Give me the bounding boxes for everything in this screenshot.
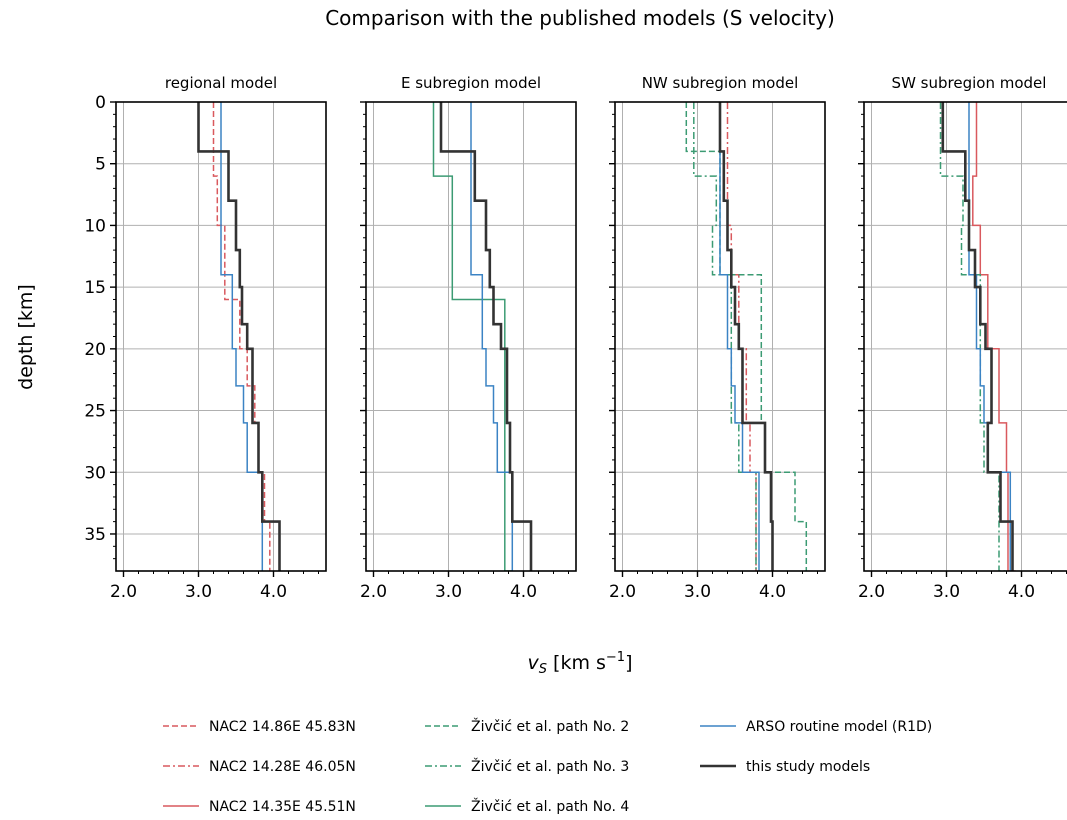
legend-item-arso: ARSO routine model (R1D) [700, 719, 932, 735]
x-tick-label: 3.0 [185, 582, 212, 602]
x-tick-label: 3.0 [435, 582, 462, 602]
x-axis-label-close: ] [625, 652, 632, 674]
x-axis-label: vS [km s−1] [527, 650, 632, 677]
legend-item-this: this study models [700, 759, 870, 775]
series-nac3 [972, 102, 1016, 571]
series-arso [719, 102, 760, 571]
panel-title: NW subregion model [642, 74, 799, 92]
x-axis-label-var: v [527, 652, 539, 674]
series-nac1 [212, 102, 271, 571]
x-tick-label: 2.0 [609, 582, 636, 602]
y-tick-label: 25 [84, 402, 106, 422]
x-axis-label-sub: S [539, 662, 547, 677]
legend: NAC2 14.86E 45.83N NAC2 14.28E 46.05N NAC2… [163, 717, 932, 815]
y-tick-label: 35 [84, 525, 106, 545]
series-this [439, 102, 533, 571]
x-tick-label: 4.0 [1008, 582, 1035, 602]
x-axis-label-exp: −1 [606, 650, 625, 665]
y-tick-label: 30 [84, 463, 106, 483]
y-tick-label: 20 [84, 340, 106, 360]
series-this [941, 102, 1014, 571]
series-nac2 [726, 102, 757, 571]
legend-label: this study models [746, 759, 870, 775]
x-tick-label: 2.0 [360, 582, 387, 602]
x-tick-label: 4.0 [510, 582, 537, 602]
y-tick-label: 15 [84, 278, 106, 298]
series-ziv3 [939, 102, 1007, 571]
legend-label: ARSO routine model (R1D) [746, 719, 932, 735]
legend-item-ziv3: Živčić et al. path No. 3 [425, 757, 629, 775]
chart-title: Comparison with the published models (S … [325, 6, 835, 30]
legend-label: NAC2 14.35E 45.51N [209, 799, 356, 815]
panel-3: 2.0 3.0 4.0 NW subregion model [609, 74, 826, 602]
legend-item-ziv2: Živčić et al. path No. 2 [425, 717, 629, 735]
series-arso [470, 102, 514, 571]
y-tick-label: 0 [95, 93, 106, 113]
panel-title: regional model [165, 74, 277, 92]
legend-item-nac1: NAC2 14.86E 45.83N [163, 719, 356, 735]
x-tick-label: 2.0 [858, 582, 885, 602]
x-tick-label: 4.0 [260, 582, 287, 602]
series-arso [220, 102, 264, 571]
x-tick-label: 3.0 [933, 582, 960, 602]
legend-item-ziv4: Živčić et al. path No. 4 [425, 797, 629, 815]
legend-label: Živčić et al. path No. 3 [471, 757, 629, 775]
legend-label: NAC2 14.86E 45.83N [209, 719, 356, 735]
x-tick-label: 3.0 [684, 582, 711, 602]
legend-label: NAC2 14.28E 46.05N [209, 759, 356, 775]
panel-1: 0 5 10 15 20 25 30 35 2.0 3.0 4.0 regional model [84, 74, 327, 602]
series-arso [968, 102, 1012, 571]
panel-2: 2.0 3.0 4.0 E subregion model [360, 74, 577, 602]
panels: 0 5 10 15 20 25 30 35 2.0 3.0 4.0 regional model 2.0… [84, 74, 1067, 602]
x-tick-label: 2.0 [110, 582, 137, 602]
series-ziv3 [693, 102, 757, 571]
panel-title: E subregion model [401, 74, 541, 92]
legend-item-nac2: NAC2 14.28E 46.05N [163, 759, 356, 775]
legend-label: Živčić et al. path No. 4 [471, 797, 629, 815]
series-this [197, 102, 281, 571]
y-tick-label: 5 [95, 155, 106, 175]
legend-item-nac3: NAC2 14.35E 45.51N [163, 799, 356, 815]
x-axis-label-unit: [km s [547, 652, 606, 674]
legend-label: Živčić et al. path No. 2 [471, 717, 629, 735]
series-ziv4 [432, 102, 513, 571]
y-tick-label: 10 [84, 216, 106, 236]
x-tick-label: 4.0 [759, 582, 786, 602]
panel-title: SW subregion model [892, 74, 1047, 92]
series-this [718, 102, 774, 571]
panel-4: 2.0 3.0 4.0 SW subregion model [858, 74, 1067, 602]
series-ziv2 [685, 102, 808, 571]
y-axis-label: depth [km] [15, 284, 37, 390]
